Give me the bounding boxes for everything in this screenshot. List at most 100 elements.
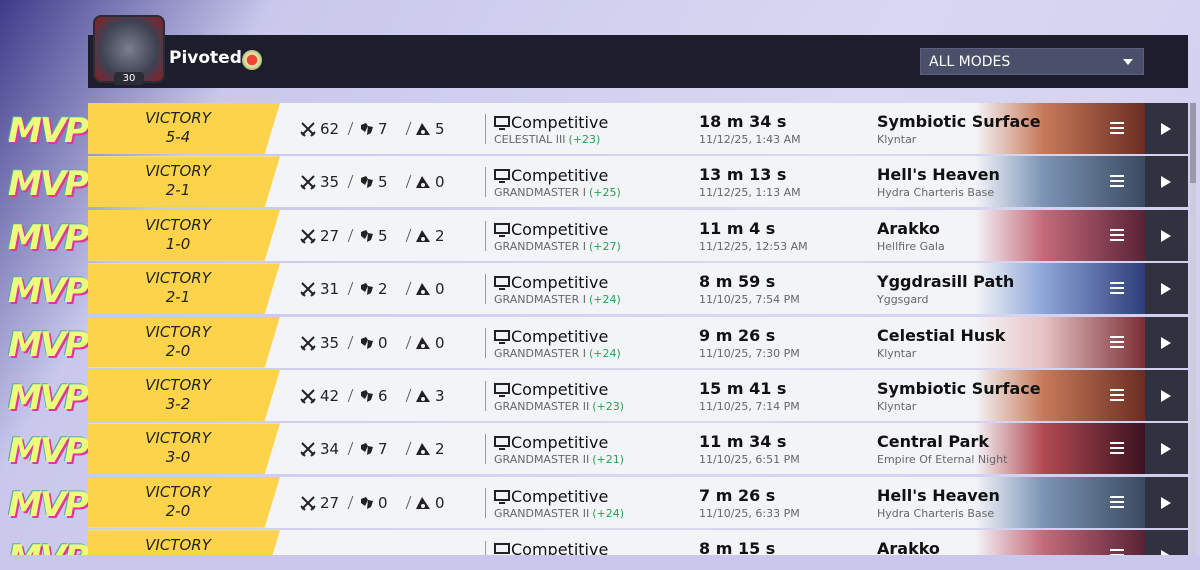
match-row[interactable]: MVP VICTORY 2-0 27 0 0 Competitive GRANDMASTER … bbox=[0, 476, 1188, 528]
scrollbar[interactable] bbox=[1190, 103, 1196, 555]
replay-button[interactable] bbox=[1145, 156, 1188, 208]
rank-change: (+21) bbox=[592, 453, 625, 467]
duration: 8 m 15 s bbox=[699, 539, 776, 555]
rank-change: (+23) bbox=[568, 133, 601, 146]
kills-icon bbox=[300, 175, 316, 191]
replay-button[interactable] bbox=[1145, 423, 1188, 475]
divider bbox=[485, 541, 486, 555]
menu-button[interactable] bbox=[1110, 175, 1124, 178]
menu-button[interactable] bbox=[1110, 335, 1124, 338]
menu-button[interactable] bbox=[1110, 495, 1124, 498]
mode-icon bbox=[494, 382, 510, 402]
rank: GRANDMASTER II bbox=[494, 506, 590, 520]
rank-line: GRANDMASTER II (+23) bbox=[494, 400, 624, 413]
mvp-badge: MVP bbox=[8, 271, 89, 312]
mode-icon bbox=[494, 489, 510, 509]
result: VICTORY 3-2 bbox=[88, 370, 280, 421]
mode: Competitive bbox=[494, 380, 608, 399]
scroll-thumb[interactable] bbox=[1190, 103, 1196, 183]
rank-line: GRANDMASTER II (+21) bbox=[494, 453, 624, 466]
mode-icon bbox=[494, 115, 510, 135]
rank: GRANDMASTER II bbox=[494, 400, 590, 413]
result: VICTORY bbox=[88, 530, 280, 555]
replay-button[interactable] bbox=[1145, 263, 1188, 315]
match-row[interactable]: MVP VICTORY 3-2 42 6 3 Competitive GRANDMASTER … bbox=[0, 370, 1188, 421]
map-name: Central Park bbox=[877, 432, 989, 452]
deaths: 0 bbox=[358, 334, 388, 352]
match-row[interactable]: MVP VICTORY 5-4 62 7 5 Competitive CELESTIAL II… bbox=[0, 103, 1188, 154]
duration: 11 m 4 s bbox=[699, 218, 776, 238]
deaths-icon bbox=[361, 496, 373, 509]
region: Empire Of Eternal Night bbox=[877, 453, 1008, 467]
map-image bbox=[975, 263, 1145, 315]
map-name: Yggdrasill Path bbox=[877, 272, 1015, 292]
match-row[interactable]: MVP VICTORY 2-1 35 5 0 Competitive GRANDMASTER … bbox=[0, 156, 1188, 208]
kills: 35 bbox=[300, 334, 339, 352]
score: 2-1 bbox=[165, 288, 191, 307]
assists: 0 bbox=[415, 173, 445, 191]
date: 11/10/25, 6:51 PM bbox=[699, 453, 800, 467]
avatar[interactable] bbox=[93, 15, 165, 83]
result: VICTORY 2-1 bbox=[88, 156, 280, 208]
mode-icon bbox=[494, 222, 510, 242]
mode: Competitive bbox=[494, 487, 608, 506]
deaths: 7 bbox=[358, 440, 388, 458]
mode: Competitive bbox=[494, 166, 608, 185]
menu-button[interactable] bbox=[1110, 228, 1124, 231]
duration: 9 m 26 s bbox=[699, 325, 776, 345]
replay-button[interactable] bbox=[1145, 316, 1188, 368]
mode-filter[interactable]: ALL MODES bbox=[920, 48, 1144, 75]
date: 11/10/25, 7:54 PM bbox=[699, 293, 800, 307]
date: 11/10/25, 7:14 PM bbox=[699, 400, 800, 413]
divider bbox=[485, 487, 486, 518]
mvp-badge: MVP bbox=[8, 538, 89, 555]
match-row[interactable]: MVP VICTORY 2-1 31 2 0 Competitive GRANDMASTER … bbox=[0, 263, 1188, 315]
replay-button[interactable] bbox=[1145, 476, 1188, 528]
map-image bbox=[975, 476, 1145, 528]
region: Hydra Charteris Base bbox=[877, 186, 995, 200]
match-row[interactable]: MVP VICTORY 1-0 27 5 2 Competitive GRANDMASTER … bbox=[0, 209, 1188, 261]
rank: GRANDMASTER I bbox=[494, 239, 586, 253]
match-row[interactable]: MVP VICTORY Competitive 8 m 15 s Arakko bbox=[0, 530, 1188, 555]
divider bbox=[485, 114, 486, 144]
deaths-icon bbox=[361, 443, 373, 456]
rank-change: (+24) bbox=[589, 293, 621, 307]
duration: 15 m 41 s bbox=[699, 379, 787, 398]
map-name: Celestial Husk bbox=[877, 325, 1006, 345]
region: Yggsgard bbox=[877, 293, 929, 307]
result: VICTORY 2-0 bbox=[88, 476, 280, 528]
menu-button[interactable] bbox=[1110, 549, 1124, 552]
map-name: Arakko bbox=[877, 539, 940, 555]
mvp-badge: MVP bbox=[8, 217, 89, 258]
replay-button[interactable] bbox=[1145, 209, 1188, 261]
assists: 5 bbox=[415, 120, 445, 138]
date: 11/12/25, 1:13 AM bbox=[699, 186, 801, 200]
menu-button[interactable] bbox=[1110, 122, 1124, 124]
assists: 3 bbox=[415, 387, 445, 405]
date: 11/10/25, 6:33 PM bbox=[699, 506, 800, 520]
rank: GRANDMASTER I bbox=[494, 346, 586, 360]
score: 2-0 bbox=[165, 501, 191, 520]
replay-button[interactable] bbox=[1145, 530, 1188, 555]
match-row[interactable]: MVP VICTORY 3-0 34 7 2 Competitive GRANDMASTER … bbox=[0, 423, 1188, 475]
result: VICTORY 3-0 bbox=[88, 423, 280, 475]
map-image bbox=[975, 209, 1145, 261]
kills: 62 bbox=[300, 120, 339, 138]
mode-icon bbox=[494, 435, 510, 455]
player-level: 30 bbox=[114, 72, 144, 85]
mvp-badge: MVP bbox=[8, 111, 89, 151]
replay-button[interactable] bbox=[1145, 103, 1188, 154]
deaths-icon bbox=[361, 123, 373, 135]
mode: Competitive bbox=[494, 220, 608, 239]
kills: 35 bbox=[300, 173, 339, 191]
menu-button[interactable] bbox=[1110, 389, 1124, 391]
match-row[interactable]: MVP VICTORY 2-0 35 0 0 Competitive GRANDMASTER … bbox=[0, 316, 1188, 368]
score: 3-2 bbox=[165, 395, 191, 413]
menu-button[interactable] bbox=[1110, 442, 1124, 445]
menu-button[interactable] bbox=[1110, 282, 1124, 285]
replay-button[interactable] bbox=[1145, 370, 1188, 421]
deaths: 5 bbox=[358, 173, 388, 191]
kills-icon bbox=[300, 389, 316, 404]
map-name: Symbiotic Surface bbox=[877, 379, 1041, 398]
